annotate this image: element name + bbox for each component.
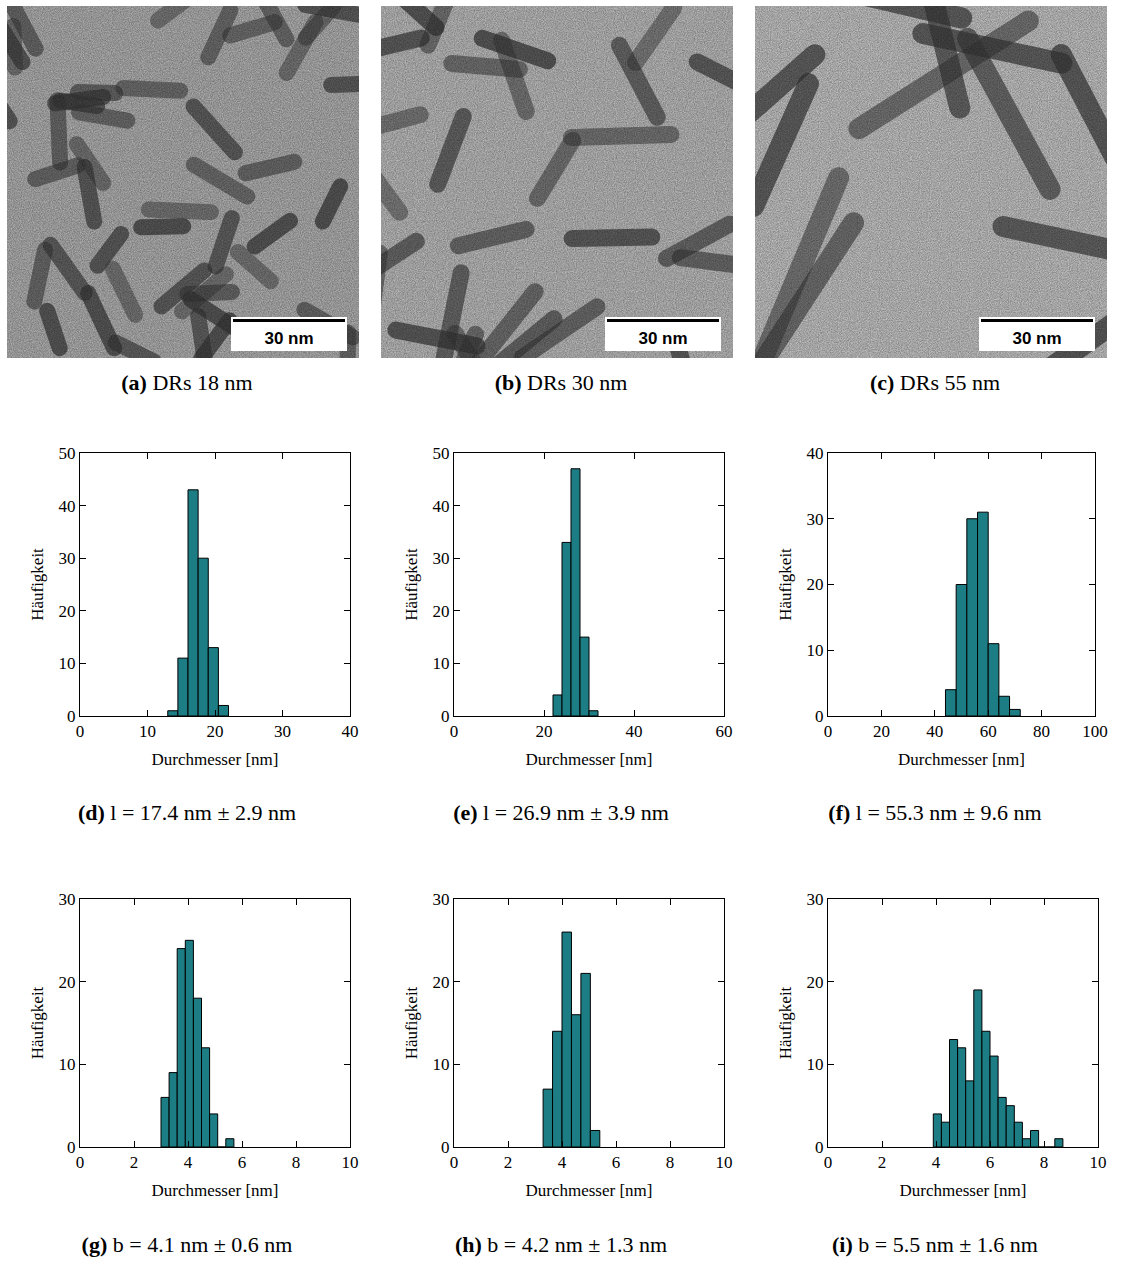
html-text:(b) DRs 30 nm: (b) DRs 30 nm [494, 370, 628, 395]
svg-text:0: 0 [815, 707, 824, 726]
svg-text:Häufigkeit: Häufigkeit [776, 986, 795, 1059]
svg-text:6: 6 [986, 1153, 995, 1172]
svg-text:100: 100 [1082, 722, 1108, 741]
svg-text:20: 20 [807, 575, 824, 594]
svg-text:Häufigkeit: Häufigkeit [776, 548, 795, 621]
svg-text:0: 0 [67, 707, 76, 726]
svg-text:0: 0 [76, 722, 85, 741]
svg-text:10: 10 [139, 722, 156, 741]
svg-text:0: 0 [76, 1153, 85, 1172]
svg-text:0: 0 [824, 1153, 833, 1172]
html-text:(g) b = 4.1 nm ± 0.6 nm: (g) b = 4.1 nm ± 0.6 nm [81, 1232, 293, 1257]
svg-text:4: 4 [184, 1153, 193, 1172]
svg-text:Durchmesser [nm]: Durchmesser [nm] [152, 1181, 279, 1200]
svg-text:10: 10 [59, 1055, 76, 1074]
svg-text:10: 10 [1090, 1153, 1107, 1172]
svg-text:20: 20 [433, 973, 450, 992]
svg-text:40: 40 [926, 722, 943, 741]
svg-text:10: 10 [716, 1153, 733, 1172]
svg-text:Durchmesser [nm]: Durchmesser [nm] [898, 750, 1025, 769]
svg-text:0: 0 [441, 707, 450, 726]
svg-text:8: 8 [1040, 1153, 1049, 1172]
svg-text:0: 0 [441, 1138, 450, 1157]
svg-text:Durchmesser [nm]: Durchmesser [nm] [900, 1181, 1027, 1200]
html-text:(f) l = 55.3 nm ± 9.6 nm: (f) l = 55.3 nm ± 9.6 nm [828, 800, 1042, 825]
svg-text:0: 0 [450, 722, 459, 741]
svg-text:Durchmesser [nm]: Durchmesser [nm] [526, 1181, 653, 1200]
svg-text:2: 2 [504, 1153, 513, 1172]
svg-text:Häufigkeit: Häufigkeit [402, 986, 421, 1059]
svg-text:0: 0 [67, 1138, 76, 1157]
svg-text:8: 8 [292, 1153, 301, 1172]
html-text:(a) DRs 18 nm: (a) DRs 18 nm [121, 370, 253, 395]
html-text:(e) l = 26.9 nm ± 3.9 nm: (e) l = 26.9 nm ± 3.9 nm [453, 800, 669, 825]
svg-text:30: 30 [433, 549, 450, 568]
svg-text:40: 40 [433, 497, 450, 516]
svg-text:6: 6 [612, 1153, 621, 1172]
svg-text:Durchmesser [nm]: Durchmesser [nm] [152, 750, 279, 769]
svg-text:30 nm: 30 nm [1012, 329, 1061, 348]
svg-text:4: 4 [558, 1153, 567, 1172]
svg-text:30: 30 [807, 890, 824, 909]
svg-text:20: 20 [59, 973, 76, 992]
html-text:(c) DRs 55 nm: (c) DRs 55 nm [869, 370, 1001, 395]
svg-text:20: 20 [807, 973, 824, 992]
svg-text:20: 20 [207, 722, 224, 741]
svg-text:Häufigkeit: Häufigkeit [402, 548, 421, 621]
svg-text:10: 10 [807, 1055, 824, 1074]
svg-text:30: 30 [807, 510, 824, 529]
svg-text:Häufigkeit: Häufigkeit [28, 548, 47, 621]
svg-text:40: 40 [626, 722, 643, 741]
svg-text:10: 10 [342, 1153, 359, 1172]
svg-text:20: 20 [873, 722, 890, 741]
svg-text:2: 2 [878, 1153, 887, 1172]
svg-text:80: 80 [1033, 722, 1050, 741]
svg-text:20: 20 [59, 602, 76, 621]
svg-text:0: 0 [824, 722, 833, 741]
svg-text:2: 2 [130, 1153, 139, 1172]
svg-text:30 nm: 30 nm [638, 329, 687, 348]
svg-text:60: 60 [716, 722, 733, 741]
svg-text:4: 4 [932, 1153, 941, 1172]
svg-text:0: 0 [450, 1153, 459, 1172]
html-text:(d) l = 17.4 nm ± 2.9 nm: (d) l = 17.4 nm ± 2.9 nm [77, 800, 297, 825]
svg-text:10: 10 [433, 654, 450, 673]
svg-text:10: 10 [59, 654, 76, 673]
svg-text:Durchmesser [nm]: Durchmesser [nm] [526, 750, 653, 769]
svg-text:30 nm: 30 nm [264, 329, 313, 348]
html-text:(i) b = 5.5 nm ± 1.6 nm: (i) b = 5.5 nm ± 1.6 nm [832, 1232, 1038, 1257]
svg-text:6: 6 [238, 1153, 247, 1172]
svg-text:30: 30 [59, 549, 76, 568]
svg-text:50: 50 [433, 444, 450, 463]
svg-text:Häufigkeit: Häufigkeit [28, 986, 47, 1059]
svg-text:8: 8 [666, 1153, 675, 1172]
svg-text:30: 30 [433, 890, 450, 909]
svg-text:30: 30 [274, 722, 291, 741]
html-text:(h) b = 4.2 nm ± 1.3 nm: (h) b = 4.2 nm ± 1.3 nm [454, 1232, 667, 1257]
svg-text:30: 30 [59, 890, 76, 909]
svg-text:50: 50 [59, 444, 76, 463]
svg-text:10: 10 [807, 641, 824, 660]
svg-text:20: 20 [433, 602, 450, 621]
svg-text:40: 40 [59, 497, 76, 516]
svg-text:0: 0 [815, 1138, 824, 1157]
svg-text:20: 20 [536, 722, 553, 741]
svg-text:10: 10 [433, 1055, 450, 1074]
svg-text:40: 40 [342, 722, 359, 741]
svg-text:60: 60 [980, 722, 997, 741]
svg-text:40: 40 [807, 444, 824, 463]
